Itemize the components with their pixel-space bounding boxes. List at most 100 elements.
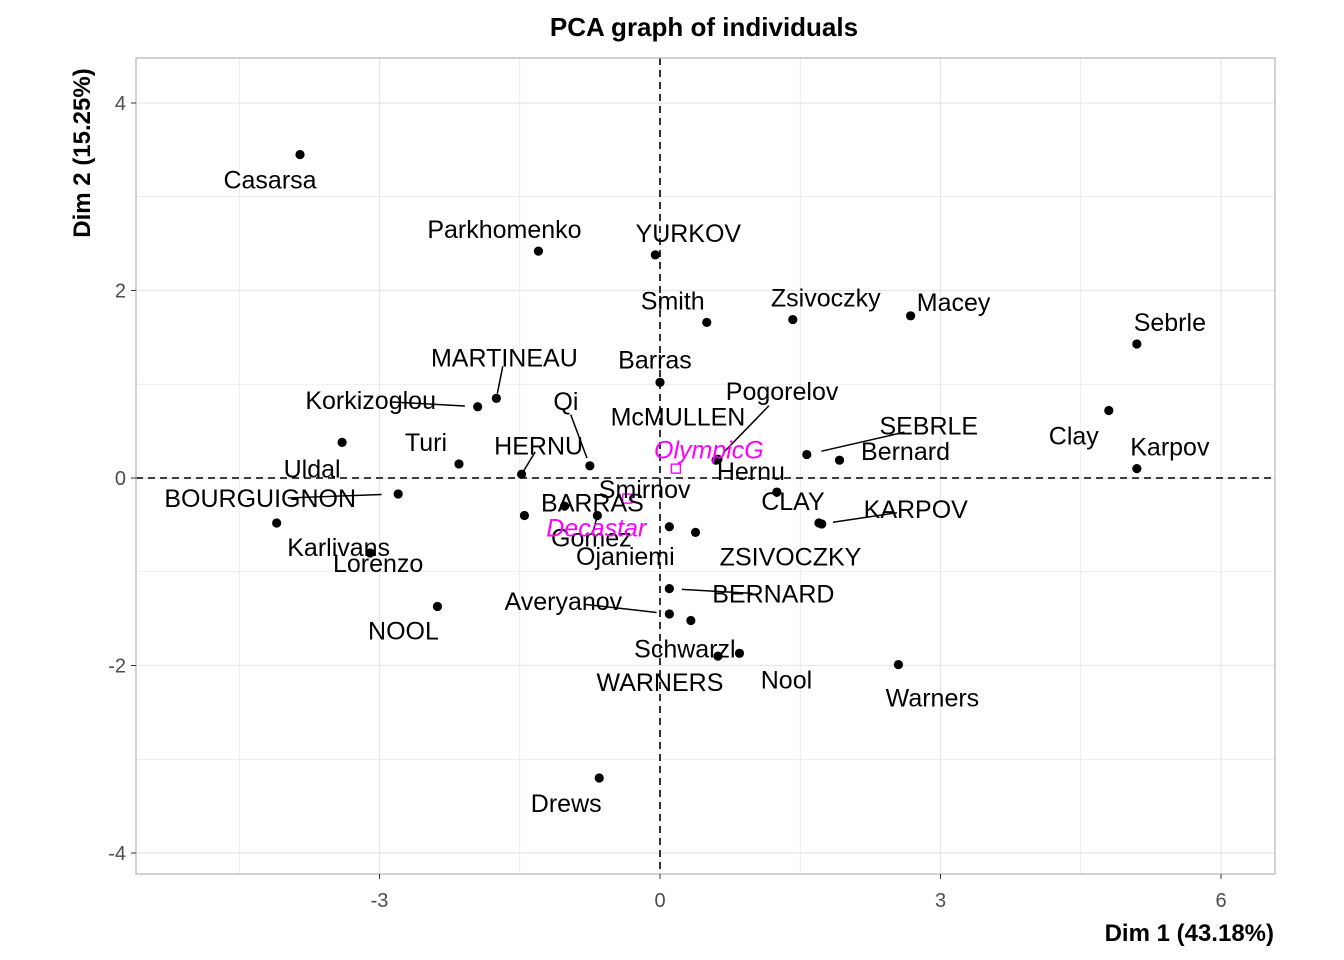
label-parkhomenko: Parkhomenko bbox=[427, 216, 581, 244]
supplementary-point-decastar bbox=[622, 493, 633, 504]
label-hernu: HERNU bbox=[494, 432, 583, 460]
label-bernard: BERNARD bbox=[712, 581, 834, 609]
point-mcmullen bbox=[713, 454, 723, 464]
label-karpov: KARPOV bbox=[864, 496, 969, 524]
supplementary-point-olympicg bbox=[670, 463, 682, 474]
leader-line bbox=[723, 405, 770, 453]
y-axis-title: Dim 2 (15.25%) bbox=[69, 68, 96, 237]
leader-line bbox=[584, 603, 657, 614]
point-bernard bbox=[834, 455, 845, 465]
label-smith: Smith bbox=[641, 287, 705, 315]
label-barras: BARRAS bbox=[541, 490, 644, 518]
point-lorenzo bbox=[365, 548, 375, 558]
label-karpov: Karpov bbox=[1130, 434, 1210, 462]
label-macey: Macey bbox=[917, 289, 991, 317]
leader-line bbox=[681, 588, 753, 595]
y-tick-label: -2 bbox=[108, 656, 126, 678]
point-karpov bbox=[1132, 464, 1142, 474]
label-mcmullen: McMULLEN bbox=[611, 403, 746, 431]
y-tick-label: 4 bbox=[115, 93, 126, 115]
label-karlivans: Karlivans bbox=[287, 534, 390, 562]
point-nool bbox=[432, 601, 443, 612]
point-martineau bbox=[491, 393, 501, 403]
point-zsivoczky bbox=[788, 314, 798, 325]
label-decastar: Decastar bbox=[546, 515, 648, 543]
x-tick-label: 6 bbox=[1215, 890, 1226, 912]
point-sebrle bbox=[1132, 339, 1142, 349]
point-ojaniemi bbox=[664, 522, 674, 532]
point-warners bbox=[893, 659, 904, 670]
point-clay bbox=[1104, 405, 1114, 416]
leader-line bbox=[832, 511, 898, 523]
point-warners bbox=[713, 651, 723, 661]
label-ojaniemi: Ojaniemi bbox=[576, 543, 675, 571]
point-qi bbox=[585, 461, 595, 471]
leader-line bbox=[496, 366, 504, 394]
leader-line bbox=[287, 493, 382, 499]
label-schwarzl: Schwarzl bbox=[634, 636, 735, 664]
label-pogorelov: Pogorelov bbox=[726, 378, 839, 406]
label-clay: Clay bbox=[1049, 423, 1100, 451]
y-axis-ticks: -4 -2 0 2 4 bbox=[108, 93, 136, 865]
point-smirnov bbox=[560, 501, 570, 511]
label-yurkov: YURKOV bbox=[636, 220, 742, 248]
label-warners: WARNERS bbox=[597, 669, 724, 697]
x-axis-title: Dim 1 (43.18%) bbox=[1105, 920, 1274, 947]
label-gomez: Gomez bbox=[551, 525, 632, 553]
label-barras: Barras bbox=[618, 346, 692, 374]
x-tick-label: 0 bbox=[654, 890, 665, 912]
label-drews: Drews bbox=[531, 790, 602, 818]
x-tick-label: -3 bbox=[371, 890, 389, 912]
points bbox=[272, 149, 1142, 783]
point-averyanov bbox=[664, 609, 674, 619]
label-warners: Warners bbox=[886, 685, 980, 713]
point-karpov bbox=[817, 519, 827, 529]
point-sebrle bbox=[802, 449, 812, 460]
point-hernu bbox=[772, 487, 782, 497]
point-barras bbox=[655, 377, 665, 387]
label-clay: CLAY bbox=[761, 488, 825, 516]
point-karlivans bbox=[272, 518, 282, 528]
leader-line bbox=[591, 518, 598, 535]
label-hernu: Hernu bbox=[717, 458, 785, 486]
reference-lines bbox=[136, 58, 1275, 874]
label-uldal: Uldal bbox=[284, 455, 341, 483]
point-bernard bbox=[664, 584, 674, 594]
label-nool: Nool bbox=[761, 666, 812, 694]
panel-border bbox=[135, 57, 1276, 875]
y-tick-label: 2 bbox=[115, 281, 126, 303]
point-bourguignon bbox=[393, 489, 403, 499]
point-uldal bbox=[337, 437, 347, 447]
x-tick-label: 3 bbox=[935, 890, 946, 912]
point-turi bbox=[454, 459, 464, 469]
label-zsivoczky: ZSIVOCZKY bbox=[720, 543, 862, 571]
label-sebrle: Sebrle bbox=[1134, 309, 1206, 337]
leader-line bbox=[523, 451, 536, 472]
label-casarsa: Casarsa bbox=[223, 167, 316, 195]
leader-line bbox=[392, 401, 465, 407]
point-macey bbox=[905, 311, 916, 321]
point-barras bbox=[519, 510, 530, 521]
chart-title: PCA graph of individuals bbox=[550, 12, 858, 42]
label-averyanov: Averyanov bbox=[505, 588, 623, 616]
point-yurkov bbox=[650, 250, 660, 260]
label-martineau: MARTINEAU bbox=[431, 344, 578, 372]
label-sebrle: SEBRLE bbox=[879, 413, 978, 441]
point-korkizoglou bbox=[473, 402, 483, 412]
point-smith bbox=[702, 317, 712, 327]
label-lorenzo: Lorenzo bbox=[333, 550, 423, 578]
label-turi: Turi bbox=[405, 429, 447, 457]
label-nool: NOOL bbox=[368, 617, 439, 645]
point-schwarzl bbox=[686, 615, 696, 626]
leader-line bbox=[569, 414, 588, 459]
label-qi: Qi bbox=[553, 388, 578, 416]
point-parkhomenko bbox=[533, 246, 544, 256]
point-nool bbox=[734, 648, 745, 658]
point-zsivoczky bbox=[690, 527, 701, 537]
y-tick-label: 0 bbox=[115, 468, 126, 490]
y-tick-label: -4 bbox=[108, 843, 126, 865]
leader-line bbox=[821, 431, 905, 452]
point-hernu bbox=[517, 469, 527, 479]
point-casarsa bbox=[295, 149, 305, 160]
